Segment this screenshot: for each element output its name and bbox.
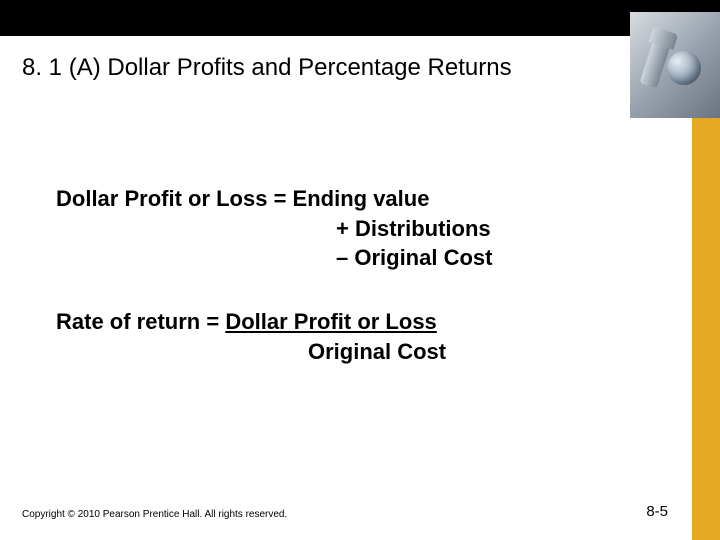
globe-icon xyxy=(667,51,701,85)
formula2-denominator: Original Cost xyxy=(56,337,656,367)
formula2-line1: Rate of return = Dollar Profit or Loss xyxy=(56,307,656,337)
slide-title: 8. 1 (A) Dollar Profits and Percentage R… xyxy=(22,54,512,82)
formula2-lhs: Rate of return = xyxy=(56,309,225,334)
wrench-globe-icon xyxy=(643,33,707,97)
formula1-line2: + Distributions xyxy=(56,214,656,244)
slide-content: Dollar Profit or Loss = Ending value + D… xyxy=(56,184,656,366)
page-number: 8-5 xyxy=(646,503,668,520)
top-bar xyxy=(0,0,720,36)
corner-decorative-image xyxy=(630,12,720,118)
formula1-line1: Dollar Profit or Loss = Ending value xyxy=(56,184,656,214)
copyright-text: Copyright © 2010 Pearson Prentice Hall. … xyxy=(22,509,287,520)
formula1-line3: – Original Cost xyxy=(56,243,656,273)
formula-rate-of-return: Rate of return = Dollar Profit or Loss O… xyxy=(56,307,656,366)
formula-dollar-profit: Dollar Profit or Loss = Ending value + D… xyxy=(56,184,656,273)
formula2-numerator: Dollar Profit or Loss xyxy=(225,309,436,334)
